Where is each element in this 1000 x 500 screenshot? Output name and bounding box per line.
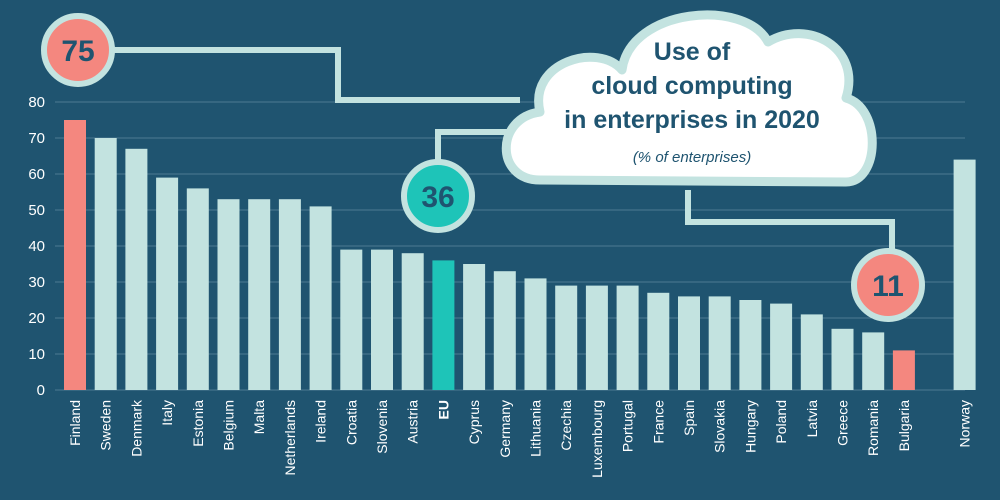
bar: [616, 285, 639, 390]
bar: [125, 148, 148, 390]
y-tick-label: 70: [28, 130, 45, 147]
x-tick-label: France: [650, 400, 666, 444]
y-tick-label: 0: [37, 382, 45, 399]
bar: [248, 199, 271, 390]
x-tick-label: Greece: [835, 400, 851, 446]
callout-badge: [851, 248, 925, 322]
callout-badge: [401, 159, 475, 233]
x-tick-label: Italy: [159, 400, 175, 426]
callout-badges: 75 36 11: [41, 13, 925, 322]
title-line: cloud computing: [591, 72, 792, 100]
x-tick-label: Germany: [497, 400, 513, 458]
x-tick-label: Hungary: [742, 400, 758, 453]
x-tick-label: Latvia: [804, 400, 820, 438]
y-tick-label: 50: [28, 202, 45, 219]
cloud-icon: [501, 10, 877, 187]
y-tick-label: 30: [28, 274, 45, 291]
x-tick-label: Denmark: [128, 399, 144, 457]
x-tick-label: Sweden: [98, 400, 114, 451]
x-tick-label: Portugal: [620, 400, 636, 452]
x-tick-label: Czechia: [558, 400, 574, 451]
bar: [217, 199, 240, 390]
x-tick-label: EU: [435, 400, 451, 419]
bar: [94, 138, 117, 390]
callout-value: 11: [872, 270, 904, 303]
x-tick-label: Austria: [405, 400, 421, 444]
x-tick-label: Malta: [251, 400, 267, 434]
x-tick-label: Lithuania: [528, 400, 544, 457]
bar: [371, 249, 393, 390]
bar: [739, 300, 762, 390]
bulgaria-connector: [685, 190, 895, 255]
x-tick-label: Luxembourg: [589, 400, 605, 478]
x-tick-label: Slovenia: [374, 400, 390, 454]
bar: [156, 177, 179, 390]
callout-value: 36: [421, 181, 454, 214]
bar: [678, 296, 700, 390]
bar: [340, 249, 363, 390]
x-tick-label: Netherlands: [282, 400, 298, 476]
finland-connector: [110, 47, 520, 103]
bar: [800, 314, 823, 390]
bar: [463, 264, 486, 390]
bar: [708, 296, 731, 390]
bar: [278, 199, 301, 390]
x-tick-label: Finland: [67, 400, 83, 446]
x-tick-label: Poland: [773, 400, 789, 444]
bars: [64, 120, 976, 390]
bar: [493, 271, 516, 390]
bar: [862, 332, 885, 390]
callout-value: 75: [61, 35, 94, 68]
eu-connector: [435, 129, 535, 168]
x-tick-label: Bulgaria: [896, 400, 912, 452]
x-tick-label: Cyprus: [466, 400, 482, 444]
y-tick-label: 60: [28, 166, 45, 183]
bar: [555, 285, 578, 390]
callout-badge: [41, 13, 115, 87]
x-axis: Finland Sweden Denmark Italy Estonia Belgium M…: [67, 399, 973, 478]
y-axis: 0 10 20 30 40 50 60 70 80: [28, 94, 45, 399]
chart-title: Use of cloud computing in enterprises in…: [564, 38, 820, 166]
x-tick-label: Ireland: [313, 400, 329, 443]
x-tick-label: Norway: [957, 400, 973, 447]
x-tick-label: Belgium: [221, 400, 237, 451]
bar: [647, 292, 670, 390]
bar: [64, 120, 86, 390]
y-tick-label: 20: [28, 310, 45, 327]
bar: [309, 206, 332, 390]
title-line: Use of: [654, 38, 731, 66]
x-tick-label: Spain: [681, 400, 697, 436]
callout-connectors: [110, 47, 895, 255]
y-tick-label: 10: [28, 346, 45, 363]
x-tick-label: Estonia: [190, 400, 206, 447]
bar: [524, 278, 547, 390]
bar: [770, 303, 793, 390]
bar: [401, 253, 424, 390]
bar: [831, 328, 854, 390]
y-tick-label: 40: [28, 238, 45, 255]
x-tick-label: Croatia: [343, 400, 359, 445]
bar: [892, 350, 915, 390]
bar: [953, 159, 976, 390]
y-tick-label: 80: [28, 94, 45, 111]
x-tick-label: Romania: [865, 400, 881, 456]
x-tick-label: Slovakia: [712, 400, 728, 453]
title-line: in enterprises in 2020: [564, 106, 820, 134]
chart-subtitle: (% of enterprises): [633, 149, 751, 166]
bar: [585, 285, 608, 390]
bar: [432, 260, 455, 390]
bar: [186, 188, 209, 390]
